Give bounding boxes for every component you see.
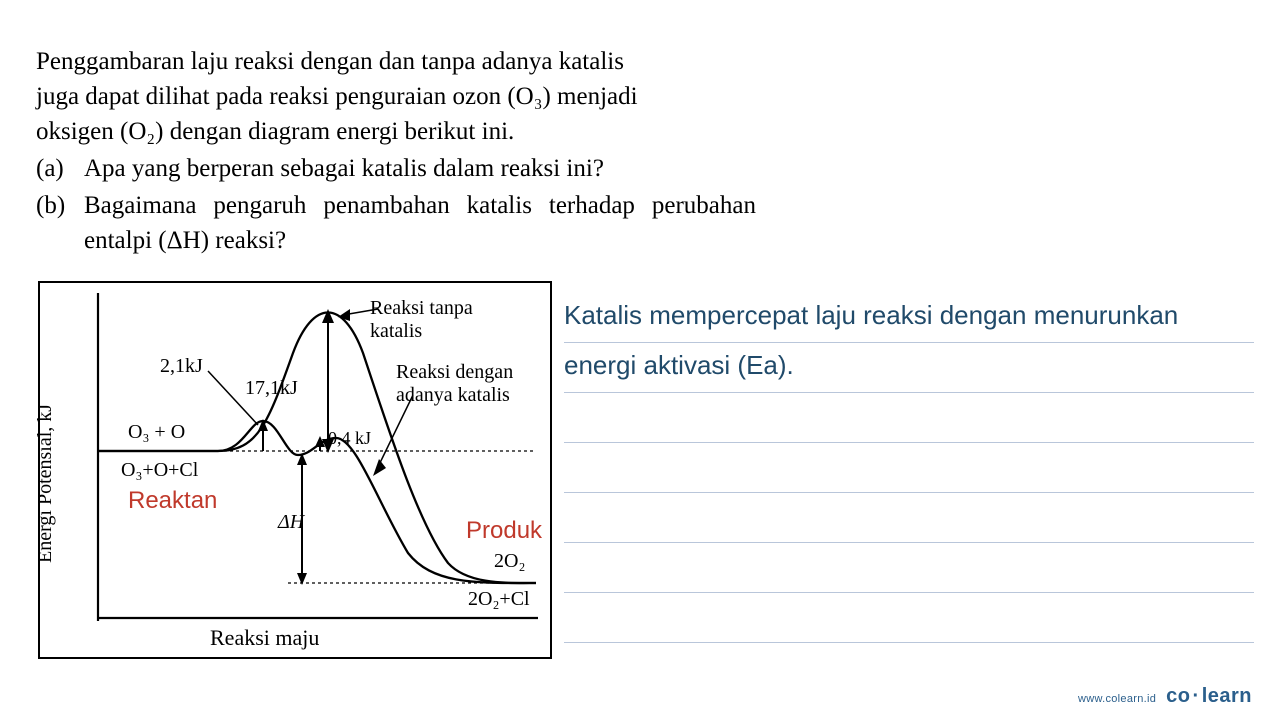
label-reaktan: Reaktan [128, 487, 217, 515]
brand-right: learn [1202, 685, 1252, 707]
notes-area: Katalis mempercepat laju reaksi dengan m… [564, 293, 1254, 643]
energy-diagram: Energi Potensial, kJ Reaksi maju [38, 281, 552, 659]
footer-brand: co·learn [1166, 685, 1252, 708]
question-b-text: Bagaimana pengaruh penambahan katalis te… [84, 188, 756, 258]
note-line-2: energi aktivasi (Ea). [564, 343, 1254, 393]
question-a-marker: (a) [36, 151, 84, 186]
note-line-3 [564, 393, 1254, 443]
label-produk: Produk [466, 517, 542, 545]
note-line-1-text: Katalis mempercepat laju reaksi dengan m… [564, 300, 1178, 331]
plot-area: Reaksi tanpa katalis Reaksi dengan adany… [88, 293, 538, 621]
note-line-5 [564, 493, 1254, 543]
label-reactant2: O₃+O+Cl [121, 459, 198, 482]
note-line-7 [564, 593, 1254, 643]
note-line-4 [564, 443, 1254, 493]
label-reactant1: O₃ + O [128, 421, 185, 444]
label-with-catalyst: Reaksi dengan adanya katalis [396, 361, 513, 407]
y-axis-label: Energi Potensial, kJ [34, 404, 57, 563]
question-intro-line1: Penggambaran laju reaksi dengan dan tanp… [36, 44, 756, 79]
footer: www.colearn.id co·learn [1078, 685, 1252, 708]
x-axis-label: Reaksi maju [210, 625, 319, 651]
label-ea-cat: 2,1kJ [160, 355, 203, 378]
label-no-catalyst: Reaksi tanpa katalis [370, 297, 473, 343]
label-dh: ΔH [278, 511, 304, 534]
brand-left: co [1166, 685, 1190, 707]
question-intro-line2: juga dapat dilihat pada reaksi penguraia… [36, 79, 756, 114]
question-a-text: Apa yang berperan sebagai katalis dalam … [84, 151, 756, 186]
note-line-1: Katalis mempercepat laju reaksi dengan m… [564, 293, 1254, 343]
question-block: Penggambaran laju reaksi dengan dan tanp… [36, 44, 756, 258]
question-intro-line3: oksigen (O₂) dengan diagram energi berik… [36, 114, 756, 149]
label-ea-mid: 0,4 kJ [328, 428, 371, 449]
question-item-a: (a) Apa yang berperan sebagai katalis da… [36, 151, 756, 186]
question-b-marker: (b) [36, 188, 84, 258]
note-line-2-text: energi aktivasi (Ea). [564, 350, 794, 381]
note-line-6 [564, 543, 1254, 593]
brand-dot: · [1193, 685, 1200, 707]
label-no-catalyst-l2: katalis [370, 320, 422, 342]
label-with-catalyst-l2: adanya katalis [396, 384, 510, 406]
label-no-catalyst-l1: Reaksi tanpa [370, 297, 473, 319]
footer-url: www.colearn.id [1078, 693, 1156, 705]
label-product2: 2O₂+Cl [468, 588, 530, 611]
question-item-b: (b) Bagaimana pengaruh penambahan katali… [36, 188, 756, 258]
label-ea-uncat: 17,1kJ [245, 377, 298, 400]
label-with-catalyst-l1: Reaksi dengan [396, 361, 513, 383]
label-product1: 2O₂ [494, 550, 525, 573]
